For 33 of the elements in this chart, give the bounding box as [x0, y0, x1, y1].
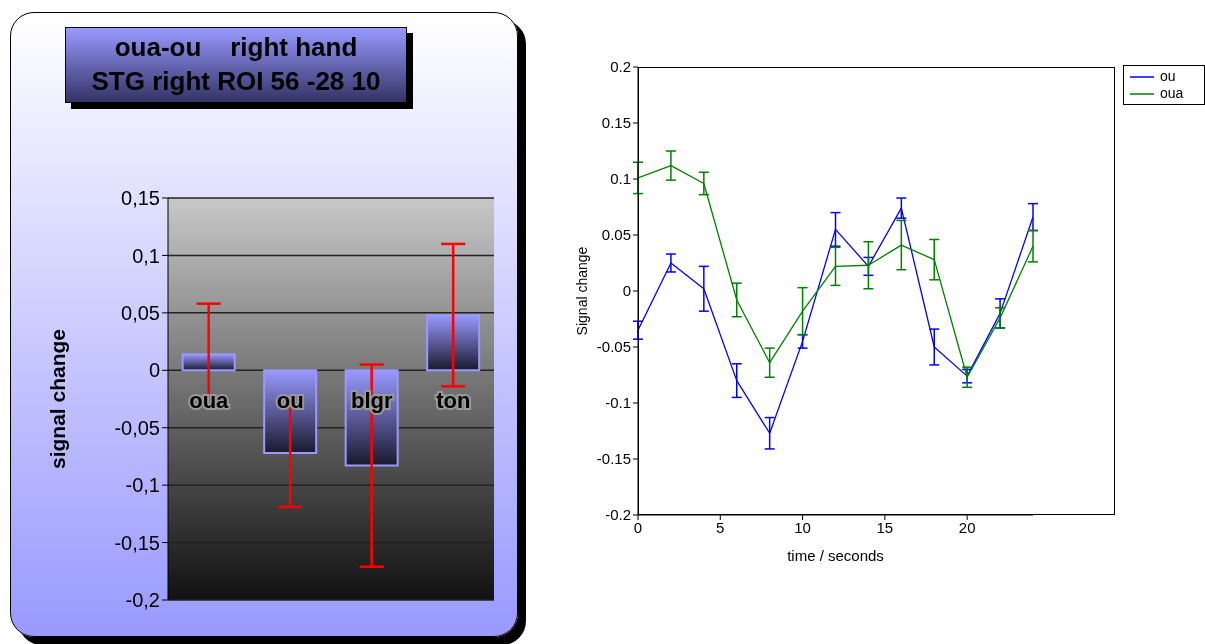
y-tick-label: -0.1: [605, 394, 631, 412]
y-tick-label: 0.05: [601, 226, 631, 244]
chart-title: oua-ou right hand: [113, 31, 359, 64]
x-tick-label: 20: [958, 518, 976, 536]
y-tick-label: -0.15: [596, 450, 631, 468]
y-tick-label: -0.05: [596, 338, 631, 356]
y-tick-label: 0,1: [132, 244, 160, 267]
x-tick-label: 5: [716, 518, 725, 536]
x-tick-label: 10: [794, 518, 811, 536]
chart-subtitle: STG right ROI 56 -28 10: [90, 65, 382, 98]
legend-label: ou: [1160, 68, 1176, 85]
y-tick-label: 0.2: [610, 58, 631, 76]
x-axis-title: time / seconds: [787, 547, 884, 564]
y-tick-label: -0,15: [114, 531, 160, 554]
bar: [263, 369, 318, 454]
x-tick-label: 0: [633, 518, 643, 536]
bar: [181, 353, 236, 372]
legend-label: oua: [1160, 85, 1184, 102]
y-tick-label: 0,15: [121, 187, 160, 210]
x-tick-label: 15: [876, 518, 894, 536]
y-tick-label: -0.2: [605, 506, 631, 524]
y-tick-label: 0,05: [121, 301, 160, 324]
bar: [426, 314, 481, 372]
x-tick-label: ton: [436, 388, 471, 414]
y-tick-label: 0: [622, 282, 631, 300]
y-axis-title: Signal change: [573, 246, 590, 336]
y-axis-title: signal change: [46, 328, 70, 470]
y-tick-label: 0: [148, 359, 160, 382]
y-tick-label: 0.15: [601, 114, 631, 132]
y-tick-label: 0.1: [610, 170, 631, 188]
y-tick-label: -0,2: [125, 589, 160, 612]
y-tick-label: -0,1: [125, 474, 160, 497]
y-tick-label: -0,05: [114, 416, 160, 439]
